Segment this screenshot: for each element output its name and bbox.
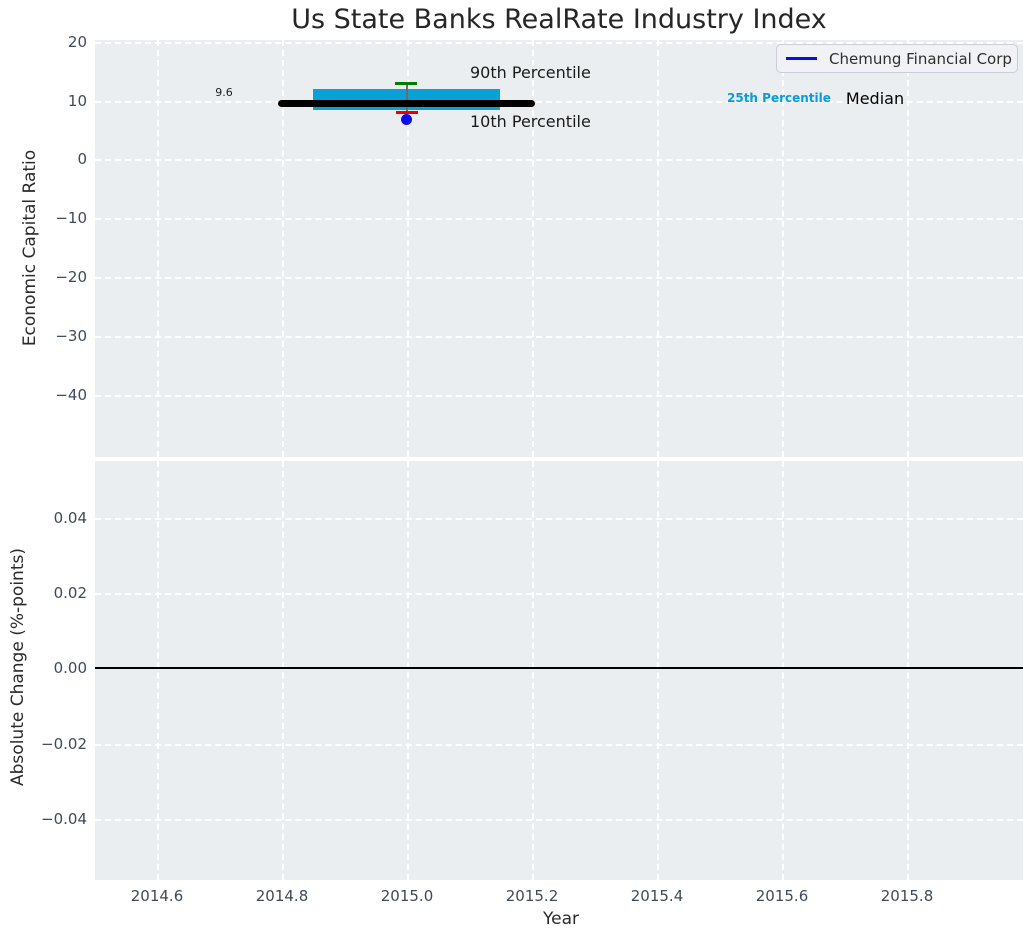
gridline-horizontal: [95, 744, 1023, 746]
gridline-vertical: [782, 40, 784, 457]
x-tick-label: 2015.2: [505, 887, 559, 905]
gridline-vertical: [157, 461, 159, 880]
x-tick-label: 2014.6: [130, 887, 184, 905]
gridline-vertical: [157, 40, 159, 457]
y-tick-label: 0.02: [53, 584, 87, 602]
zero-reference-line: [95, 667, 1023, 669]
y-tick-label: 20: [67, 33, 87, 51]
median-annotation: Median: [845, 89, 905, 108]
gridline-horizontal: [95, 593, 1023, 595]
p90-whisker-cap: [395, 82, 417, 85]
gridline-horizontal: [95, 518, 1023, 520]
gridline-horizontal: [95, 218, 1023, 220]
bottom-plot-area: [95, 461, 1023, 880]
median-line: [278, 100, 535, 107]
legend-series-label: Chemung Financial Corp: [829, 49, 1012, 68]
y-tick-label: −40: [55, 386, 87, 404]
p90-annotation: 90th Percentile: [470, 63, 591, 82]
y-tick-label: −10: [55, 209, 87, 227]
gridline-horizontal: [95, 42, 1023, 44]
bottom-y-axis-label: Absolute Change (%-points): [8, 548, 28, 786]
top-plot-area: 9.6 90th Percentile 10th Percentile 25th…: [95, 40, 1023, 457]
p10-annotation: 10th Percentile: [470, 112, 591, 131]
gridline-horizontal: [95, 101, 1023, 103]
x-tick-label: 2015.8: [880, 887, 934, 905]
gridline-vertical: [282, 461, 284, 880]
company-data-point: [401, 114, 412, 125]
p10-whisker-cap: [396, 111, 418, 114]
gridline-vertical: [657, 461, 659, 880]
y-tick-label: 0.04: [53, 509, 87, 527]
gridline-vertical: [407, 40, 409, 457]
top-y-axis-label: Economic Capital Ratio: [20, 149, 40, 347]
gridline-vertical: [532, 461, 534, 880]
legend-line-sample: [786, 57, 817, 60]
gridline-vertical: [907, 461, 909, 880]
x-axis-label: Year: [543, 909, 579, 929]
x-tick-label: 2015.6: [755, 887, 809, 905]
y-tick-label: 0.00: [53, 659, 87, 677]
y-tick-label: 0: [77, 150, 87, 168]
chart-title: Us State Banks RealRate Industry Index: [291, 4, 827, 35]
p25-annotation: 25th Percentile: [727, 91, 831, 105]
y-tick-label: −0.04: [41, 810, 87, 828]
legend: Chemung Financial Corp: [776, 44, 1018, 73]
x-tick-label: 2015.4: [630, 887, 684, 905]
y-tick-label: −20: [55, 268, 87, 286]
gridline-horizontal: [95, 159, 1023, 161]
gridline-horizontal: [95, 277, 1023, 279]
gridline-vertical: [282, 40, 284, 457]
y-tick-label: −30: [55, 327, 87, 345]
y-tick-label: −0.02: [41, 735, 87, 753]
x-tick-label: 2014.8: [255, 887, 309, 905]
median-value-label: 9.6: [215, 86, 233, 99]
gridline-vertical: [407, 461, 409, 880]
gridline-vertical: [657, 40, 659, 457]
whisker-line: [406, 84, 408, 113]
gridline-horizontal: [95, 395, 1023, 397]
gridline-horizontal: [95, 819, 1023, 821]
gridline-vertical: [532, 40, 534, 457]
gridline-horizontal: [95, 336, 1023, 338]
gridline-vertical: [907, 40, 909, 457]
y-tick-label: 10: [67, 92, 87, 110]
x-tick-label: 2015.0: [380, 887, 434, 905]
gridline-vertical: [782, 461, 784, 880]
